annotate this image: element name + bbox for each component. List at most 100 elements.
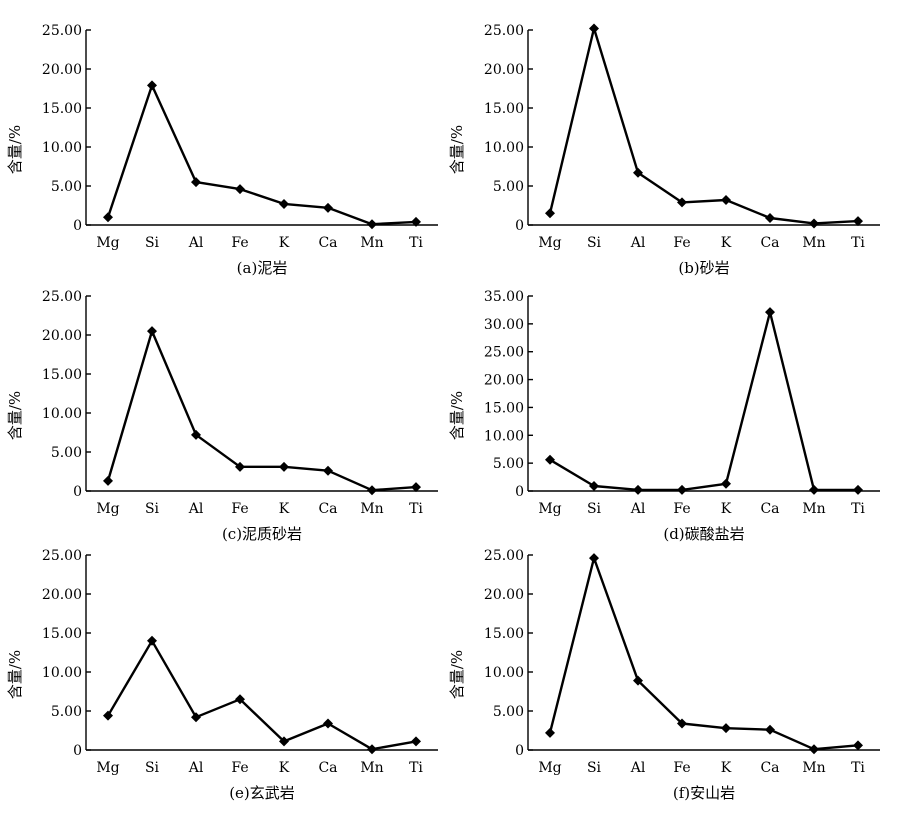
y-tick-label: 15.00 bbox=[484, 626, 524, 642]
y-tick-label: 10.00 bbox=[484, 665, 524, 681]
x-tick-label: Mg bbox=[538, 235, 561, 251]
x-tick-label: Mg bbox=[96, 235, 119, 251]
y-tick-label: 10.00 bbox=[42, 140, 82, 156]
x-tick-label: Fe bbox=[231, 501, 248, 517]
x-tick-label: Mn bbox=[802, 760, 825, 776]
data-point-ca bbox=[323, 718, 333, 729]
data-point-ti bbox=[853, 216, 863, 227]
y-tick-label: 5.00 bbox=[51, 445, 82, 461]
data-point-fe bbox=[677, 484, 687, 495]
x-tick-label: Fe bbox=[673, 760, 690, 776]
y-tick-label: 20.00 bbox=[42, 62, 82, 78]
x-tick-label: Al bbox=[630, 235, 646, 251]
data-point-ti bbox=[853, 740, 863, 751]
y-tick-label: 0 bbox=[73, 218, 82, 234]
x-tick-label: Ca bbox=[760, 235, 779, 251]
data-point-al bbox=[633, 167, 643, 178]
data-point-al bbox=[633, 484, 643, 495]
y-tick-label: 15.00 bbox=[484, 101, 524, 117]
y-tick-label: 30.00 bbox=[484, 317, 524, 333]
x-tick-label: Mn bbox=[802, 235, 825, 251]
series-line bbox=[548, 556, 859, 751]
data-point-al bbox=[191, 712, 201, 723]
x-tick-label: Ti bbox=[851, 235, 865, 251]
data-point-ti bbox=[411, 482, 421, 493]
x-tick-label: Mg bbox=[96, 501, 119, 517]
y-axis-title: 含量/% bbox=[6, 125, 24, 174]
chart-panel-4: 0 5.00 10.00 15.00 20.00 25.00 30.00 35.00 Mg Si A… bbox=[448, 289, 880, 543]
data-point-mg bbox=[103, 212, 113, 223]
y-tick-label: 5.00 bbox=[51, 179, 82, 195]
data-point-si bbox=[589, 553, 599, 564]
y-tick-label: 20.00 bbox=[484, 373, 524, 389]
y-tick-label: 0 bbox=[73, 484, 82, 500]
data-point-fe bbox=[235, 461, 245, 472]
y-tick-label: 35.00 bbox=[484, 289, 524, 305]
data-point-k bbox=[279, 198, 289, 209]
y-tick-label: 25.00 bbox=[42, 289, 82, 305]
y-tick-label: 0 bbox=[73, 743, 82, 759]
y-tick-label: 15.00 bbox=[42, 367, 82, 383]
panel-caption: (a)泥岩 bbox=[237, 259, 288, 277]
data-point-si bbox=[589, 480, 599, 491]
x-tick-label: Al bbox=[630, 760, 646, 776]
x-tick-label: Fe bbox=[231, 235, 248, 251]
y-tick-label: 15.00 bbox=[42, 101, 82, 117]
data-point-mn bbox=[367, 744, 377, 755]
y-axis-title: 含量/% bbox=[6, 391, 24, 440]
data-point-ti bbox=[853, 484, 863, 495]
chart-panel-2: 0 5.00 10.00 15.00 20.00 25.00 Mg Si Al Fe K Ca Mn Ti… bbox=[448, 23, 880, 277]
y-tick-label: 25.00 bbox=[42, 23, 82, 39]
x-tick-label: Mn bbox=[360, 235, 383, 251]
data-point-k bbox=[721, 723, 731, 734]
x-tick-label: Si bbox=[587, 501, 602, 517]
data-point-k bbox=[721, 478, 731, 489]
x-tick-label: Mg bbox=[538, 501, 561, 517]
y-tick-label: 25.00 bbox=[484, 23, 524, 39]
y-tick-label: 25.00 bbox=[484, 345, 524, 361]
data-point-mg bbox=[545, 727, 555, 738]
x-tick-label: Ca bbox=[760, 760, 779, 776]
data-point-mn bbox=[367, 219, 377, 230]
data-point-si bbox=[147, 635, 157, 646]
y-axis-title: 含量/% bbox=[6, 650, 24, 699]
x-tick-label: Al bbox=[188, 760, 204, 776]
y-tick-label: 10.00 bbox=[42, 665, 82, 681]
y-tick-label: 5.00 bbox=[493, 704, 524, 720]
y-tick-label: 20.00 bbox=[484, 587, 524, 603]
y-tick-label: 25.00 bbox=[484, 548, 524, 564]
x-tick-label: Fe bbox=[673, 501, 690, 517]
data-point-mg bbox=[545, 454, 555, 465]
data-point-fe bbox=[677, 197, 687, 208]
chart-panel-1: 0 5.00 10.00 15.00 20.00 25.00 Mg Si Al Fe K Ca Mn Ti… bbox=[6, 23, 438, 277]
y-tick-label: 5.00 bbox=[493, 179, 524, 195]
data-point-al bbox=[633, 675, 643, 686]
data-point-si bbox=[147, 326, 157, 337]
x-tick-label: Ca bbox=[318, 235, 337, 251]
y-axis-title: 含量/% bbox=[448, 650, 466, 699]
y-tick-label: 20.00 bbox=[484, 62, 524, 78]
x-tick-label: Mn bbox=[802, 501, 825, 517]
data-point-ca bbox=[765, 724, 775, 735]
chart-panel-6: 0 5.00 10.00 15.00 20.00 25.00 Mg Si Al Fe K Ca Mn Ti… bbox=[448, 548, 880, 802]
panel-caption: (c)泥质砂岩 bbox=[222, 525, 302, 543]
x-tick-label: Ti bbox=[851, 501, 865, 517]
data-point-mg bbox=[103, 710, 113, 721]
x-tick-label: K bbox=[721, 501, 732, 517]
data-point-fe bbox=[235, 184, 245, 195]
y-axis-title: 含量/% bbox=[448, 125, 466, 174]
series-line bbox=[106, 84, 417, 226]
panel-caption: (b)砂岩 bbox=[678, 259, 729, 277]
data-point-mg bbox=[103, 475, 113, 486]
data-point-ca bbox=[765, 212, 775, 223]
y-tick-label: 0 bbox=[515, 218, 524, 234]
data-point-mg bbox=[545, 208, 555, 219]
data-point-si bbox=[589, 23, 599, 34]
data-point-al bbox=[191, 177, 201, 188]
x-tick-label: Al bbox=[188, 501, 204, 517]
x-tick-label: Fe bbox=[673, 235, 690, 251]
y-tick-label: 0 bbox=[515, 484, 524, 500]
series-line bbox=[106, 639, 417, 751]
y-tick-label: 10.00 bbox=[484, 140, 524, 156]
y-tick-label: 10.00 bbox=[42, 406, 82, 422]
